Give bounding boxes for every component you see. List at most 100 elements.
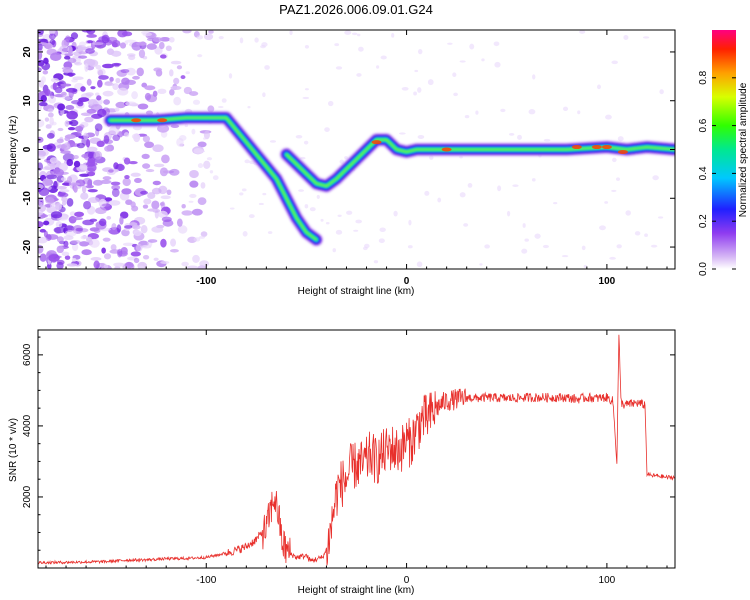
heatmap-noise-cell xyxy=(303,140,309,145)
heatmap-noise-cell xyxy=(239,37,244,44)
heatmap-noise-cell xyxy=(158,210,168,219)
heatmap-noise-cell xyxy=(145,169,155,173)
heatmap-noise-cell xyxy=(125,101,137,106)
heatmap-noise-cell xyxy=(269,140,277,143)
heatmap-noise-cell xyxy=(168,36,175,43)
snr-y-tick-label: 6000 xyxy=(22,343,33,366)
heatmap-noise-cell xyxy=(89,238,100,248)
heatmap-noise-cell xyxy=(43,43,54,49)
heatmap-noise-cell xyxy=(169,168,180,176)
heatmap-noise-cell xyxy=(642,36,650,39)
snr-x-tick-label: 0 xyxy=(404,575,410,586)
heatmap-noise-cell xyxy=(524,238,529,242)
heatmap-noise-cell xyxy=(63,235,74,241)
heatmap-noise-cell xyxy=(378,238,385,244)
heatmap-noise-cell xyxy=(46,132,55,139)
heatmap-noise-cell xyxy=(351,32,358,36)
heatmap-noise-cell xyxy=(189,91,199,96)
heatmap-noise-cell xyxy=(90,86,96,90)
heatmap-y-tick-label: -10 xyxy=(22,191,33,206)
heatmap-noise-cell xyxy=(364,243,370,249)
heatmap-noise-cell xyxy=(74,211,85,218)
heatmap-noise-cell xyxy=(71,99,83,105)
heatmap-noise-cell xyxy=(248,214,255,219)
heatmap-noise-cell xyxy=(612,157,617,163)
heatmap-noise-cell xyxy=(82,219,94,226)
heatmap-noise-cell xyxy=(203,137,207,140)
heatmap-noise-cell xyxy=(64,55,71,60)
heatmap-noise-cell xyxy=(161,154,170,164)
heatmap-noise-cell xyxy=(334,43,340,47)
heatmap-noise-cell xyxy=(304,204,309,209)
heatmap-noise-cell xyxy=(87,151,94,159)
heatmap-noise-cell xyxy=(208,30,214,34)
heatmap-noise-cell xyxy=(49,116,54,126)
heatmap-noise-cell xyxy=(120,69,130,74)
heatmap-noise-cell xyxy=(133,230,142,237)
heatmap-noise-cell xyxy=(484,244,490,249)
heatmap-noise-cell xyxy=(123,132,130,138)
heatmap-noise-cell xyxy=(346,210,353,215)
heatmap-ridge-secondary xyxy=(285,138,675,187)
heatmap-noise-cell xyxy=(413,91,417,96)
heatmap-noise-cell xyxy=(38,101,48,107)
heatmap-noise-cell xyxy=(115,77,121,84)
heatmap-noise-cell xyxy=(146,43,157,50)
heatmap-noise-cell xyxy=(143,198,152,205)
heatmap-noise-cell xyxy=(86,33,97,38)
heatmap-noise-cell xyxy=(517,134,522,140)
heatmap-noise-cell xyxy=(140,225,148,234)
heatmap-noise-cell xyxy=(176,218,183,227)
heatmap-noise-cell xyxy=(102,90,114,97)
heatmap-noise-cell xyxy=(135,41,147,46)
heatmap-x-tick-label: -100 xyxy=(196,276,216,287)
heatmap-noise-cell xyxy=(79,241,89,247)
heatmap-noise-cell xyxy=(61,251,70,256)
heatmap-noise-cell xyxy=(85,139,91,148)
heatmap-noise-cell xyxy=(239,192,244,196)
heatmap-noise-cell xyxy=(298,189,304,192)
heatmap-y-ticks: -20 -10 0 10 20 xyxy=(22,31,675,268)
heatmap-noise-cell xyxy=(71,216,84,221)
heatmap-x-label: Height of straight line (km) xyxy=(298,286,415,297)
heatmap-hotspot xyxy=(617,149,628,154)
heatmap-noise-cell xyxy=(55,203,62,211)
colorbar-tick-label: 0.2 xyxy=(698,214,709,228)
heatmap-noise-cell xyxy=(376,65,380,69)
heatmap-noise-cell xyxy=(123,157,131,165)
heatmap-noise-cell xyxy=(121,229,130,237)
heatmap-noise-cell xyxy=(38,67,42,73)
heatmap-noise-cell xyxy=(650,244,658,248)
heatmap-noise-cell xyxy=(98,75,109,80)
heatmap-noise-cell xyxy=(658,216,664,219)
heatmap-noise-cell xyxy=(659,89,664,95)
heatmap-noise-cell xyxy=(241,188,247,192)
heatmap-noise-cell xyxy=(86,163,97,172)
heatmap-noise-cell xyxy=(176,65,183,70)
heatmap-noise-cell xyxy=(64,229,77,237)
heatmap-noise-cell xyxy=(38,38,48,42)
heatmap-noise-cell xyxy=(142,204,149,209)
snr-y-tick-label: 2000 xyxy=(22,485,33,508)
heatmap-noise-cell xyxy=(463,223,469,227)
heatmap-noise-cell xyxy=(61,182,72,186)
heatmap-noise-cell xyxy=(70,32,79,40)
heatmap-noise-cell xyxy=(86,78,92,86)
heatmap-noise-cell xyxy=(38,236,48,244)
colorbar-ticks: 0.0 0.2 0.4 0.6 0.8 xyxy=(698,70,736,276)
heatmap-noise-cell xyxy=(623,34,629,40)
heatmap-noise-cell xyxy=(47,262,52,269)
heatmap-noise-cell xyxy=(124,174,130,180)
heatmap-noise-cell xyxy=(134,177,142,183)
heatmap-noise-cell xyxy=(86,108,97,114)
heatmap-noise-cell xyxy=(652,175,659,181)
heatmap-noise-cell xyxy=(38,118,45,128)
heatmap-noise-cell xyxy=(217,105,224,109)
heatmap-noise-cell xyxy=(93,179,103,186)
heatmap-noise-cell xyxy=(429,155,434,160)
colorbar-gradient xyxy=(712,30,736,269)
heatmap-noise-cell xyxy=(50,52,62,61)
heatmap-noise-cell xyxy=(152,144,164,153)
heatmap-noise-cell xyxy=(137,103,149,110)
heatmap-noise-cell xyxy=(153,257,159,262)
